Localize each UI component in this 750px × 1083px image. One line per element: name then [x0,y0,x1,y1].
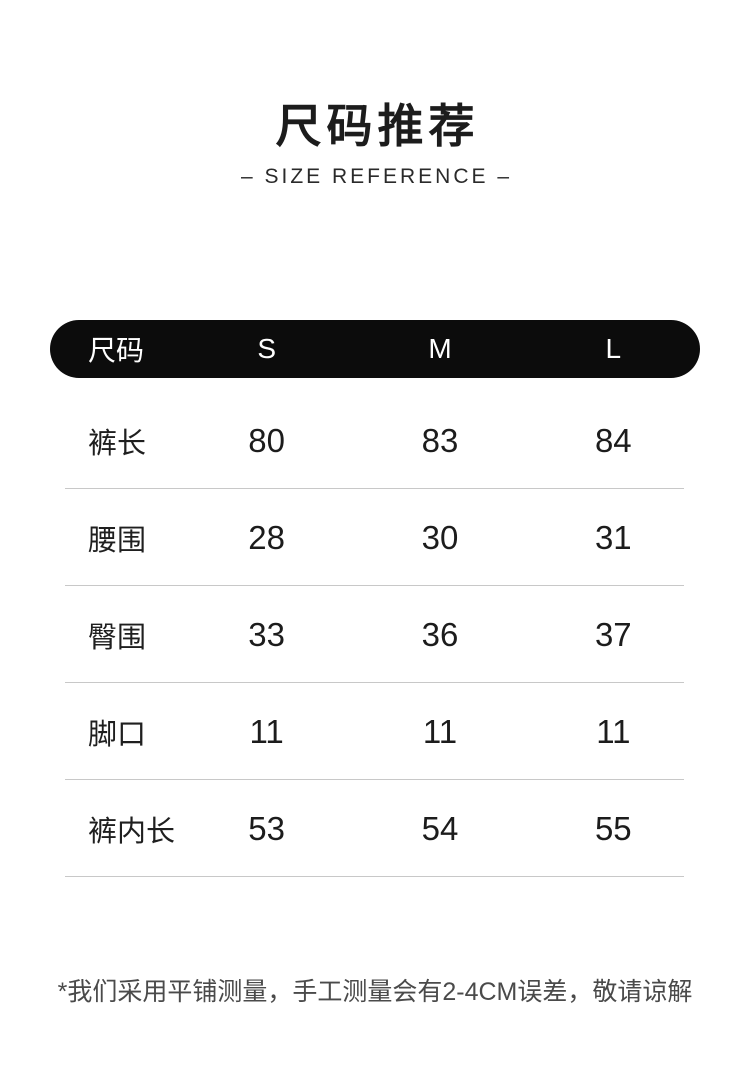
size-table: 尺码 S M L 裤长 80 83 84 腰围 28 30 31 臀围 33 3… [50,320,700,877]
row-label: 脚口 [88,718,147,751]
column-header-l: L [605,333,622,364]
row-value-l: 11 [596,712,631,750]
column-header-size: 尺码 [88,335,145,366]
row-value-s: 53 [248,809,286,847]
row-label: 腰围 [88,524,147,557]
row-label: 裤内长 [88,815,176,848]
table-row: 裤内长 53 54 55 [50,780,700,877]
row-value-s: 33 [248,615,286,653]
table-row: 脚口 11 11 11 [50,683,700,780]
row-label: 臀围 [88,621,147,654]
measurement-note: *我们采用平铺测量，手工测量会有2-4CM误差，敬请谅解 [57,978,693,1006]
row-value-s: 28 [248,518,286,556]
column-header-m: M [428,333,452,364]
row-value-l: 55 [594,809,632,847]
table-header: 尺码 S M L [50,320,700,378]
row-value-s: 11 [249,712,284,750]
row-value-m: 54 [421,809,459,847]
page-title: 尺码推荐 [275,100,480,152]
row-value-s: 80 [248,421,286,459]
column-header-s: S [257,333,276,364]
table-row: 腰围 28 30 31 [50,489,700,586]
title-block: 尺码推荐 – SIZE REFERENCE – [0,0,750,187]
page-subtitle: – SIZE REFERENCE – [240,165,513,188]
row-value-l: 31 [594,518,632,556]
row-value-l: 37 [594,615,632,653]
table-body: 裤长 80 83 84 腰围 28 30 31 臀围 33 36 37 脚口 1… [50,392,700,877]
table-row: 裤长 80 83 84 [50,392,700,489]
table-row: 臀围 33 36 37 [50,586,700,683]
row-value-m: 83 [421,421,459,459]
row-value-m: 36 [421,615,459,653]
row-value-l: 84 [594,421,632,459]
row-value-m: 30 [421,518,459,556]
row-value-m: 11 [422,712,458,750]
row-label: 裤长 [88,427,147,460]
